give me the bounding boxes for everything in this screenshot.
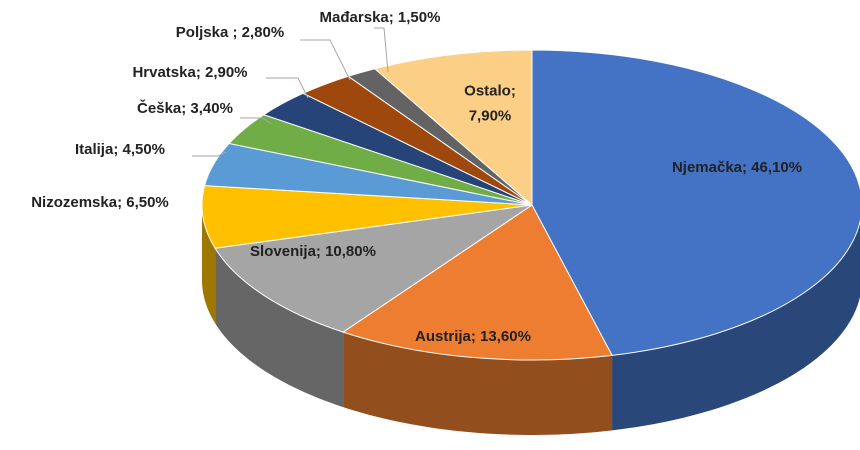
data-labels: Njemačka; 46,10% Austrija; 13,60% Slovenij… [31, 9, 802, 345]
leader-line [240, 117, 273, 125]
leader-line [266, 77, 309, 99]
pie-slice [201, 185, 533, 249]
data-label: Njemačka; 46,10% [672, 159, 802, 176]
pie-slice [341, 204, 613, 361]
data-label: Hrvatska; 2,90% [132, 64, 247, 81]
pie-slice [214, 204, 533, 333]
data-label: Austrija; 13,60% [415, 328, 531, 345]
data-label: 7,90% [469, 107, 512, 124]
data-label: Slovenija; 10,80% [250, 243, 376, 260]
data-label: Mađarska; 1,50% [320, 9, 441, 26]
data-label: Italija; 4,50% [75, 141, 165, 158]
pie-side [202, 205, 216, 324]
data-label: Ostalo; [464, 82, 516, 99]
pie-side [343, 332, 613, 435]
leader-line [374, 27, 389, 73]
pie-sides [202, 205, 860, 435]
pie-tops [201, 49, 860, 361]
pie-side [215, 248, 344, 408]
pie-side [612, 221, 860, 431]
leader-line [192, 151, 227, 157]
data-label: Nizozemska; 6,50% [31, 194, 169, 211]
leader-lines [192, 27, 389, 157]
data-label: Poljska ; 2,80% [176, 24, 284, 41]
leader-line [300, 39, 351, 81]
pie-slice [373, 49, 533, 207]
data-label: Češka; 3,40% [137, 99, 233, 117]
